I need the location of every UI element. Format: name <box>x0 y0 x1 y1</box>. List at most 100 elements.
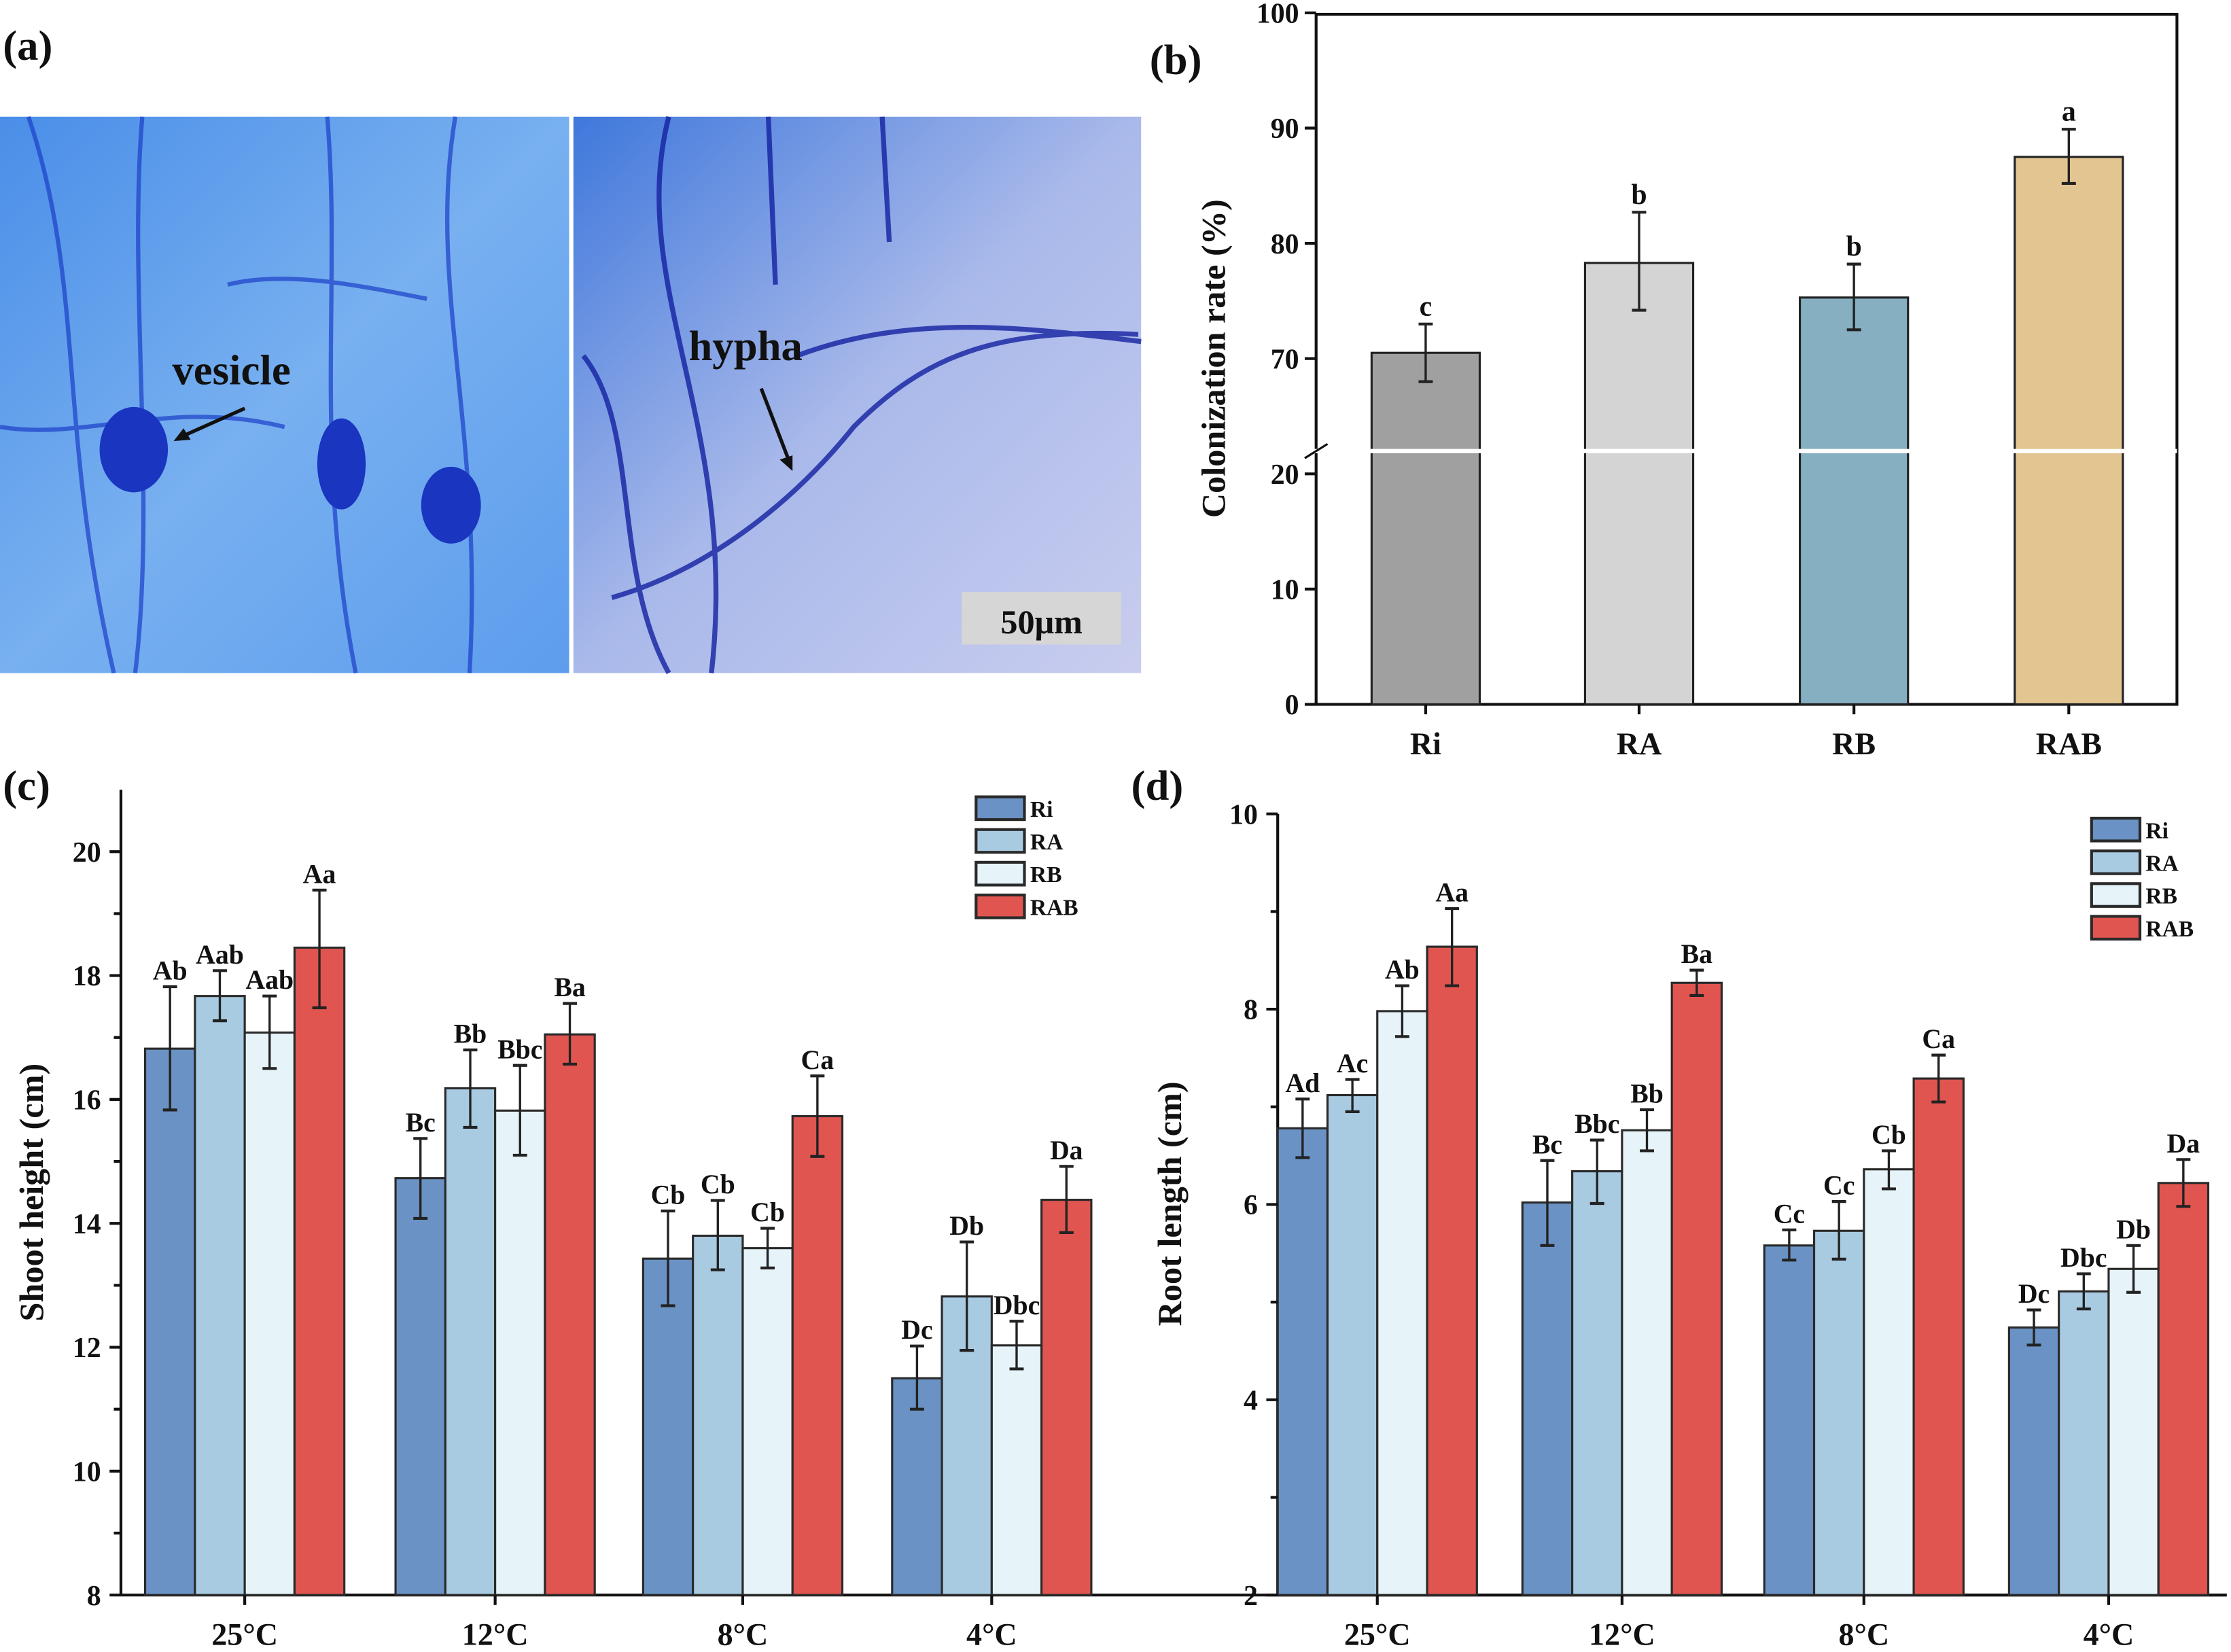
significance-letter: Dbc <box>2060 1243 2107 1273</box>
significance-letter: Ac <box>1337 1049 1368 1078</box>
significance-letter: Dbc <box>994 1290 1040 1320</box>
significance-letter: Db <box>2116 1214 2151 1244</box>
axis-break-mark <box>1304 442 1329 459</box>
panel-label-c: (c) <box>3 762 50 809</box>
x-tick-label: Ri <box>1410 726 1441 761</box>
significance-letter: Bb <box>1630 1079 1664 1109</box>
bar-ri <box>1276 1127 1329 1596</box>
chart-colonization-rate: c Ri b RA b RB a RAB 0 10 20 70 80 90 100 Colonization … <box>1195 0 2179 761</box>
significance-letter: Cb <box>651 1180 686 1210</box>
x-tick-label: RA <box>1617 726 1662 761</box>
x-tick-label: RB <box>1832 726 1876 761</box>
significance-letter: Cc <box>1774 1199 1805 1229</box>
bar-rab <box>1040 1199 1093 1596</box>
significance-letter: Dc <box>2018 1279 2050 1309</box>
y-tick-label: 4 <box>1244 1385 1258 1416</box>
bar-rb <box>1376 1010 1428 1596</box>
bar-rab <box>544 1033 596 1596</box>
y-tick-label: 100 <box>1257 0 1299 30</box>
bar-ra <box>1326 1093 1379 1596</box>
legend-label: RA <box>1030 830 1063 855</box>
legend-label: Ri <box>2145 818 2168 843</box>
bar-rb <box>494 1109 546 1596</box>
bar-ri <box>143 1047 196 1596</box>
bar-rab <box>1670 981 1723 1596</box>
significance-letter: Aa <box>303 859 336 889</box>
significance-letter: Cb <box>1872 1120 1906 1150</box>
x-tick-label: 8°C <box>718 1617 769 1651</box>
panel-label-a: (a) <box>3 22 52 69</box>
x-tick-label: 12°C <box>462 1617 529 1651</box>
legend-label: RA <box>2145 851 2178 876</box>
bar-ri <box>1763 1244 1816 1596</box>
significance-letter: Aa <box>1435 878 1469 908</box>
bar-rb <box>243 1031 296 1596</box>
legend-label: Ri <box>1030 797 1053 822</box>
y-tick-label: 10 <box>73 1457 101 1488</box>
y-tick-label: 12 <box>73 1333 101 1364</box>
significance-letter: b <box>1631 179 1647 211</box>
x-tick-label: 25°C <box>1344 1617 1411 1651</box>
x-tick-label: RAB <box>2036 726 2102 761</box>
hypha-label: hypha <box>688 322 803 370</box>
y-tick-label: 20 <box>73 837 101 868</box>
legend-swatch-rb <box>974 860 1026 887</box>
bar-ri <box>1521 1201 1574 1596</box>
significance-letter: b <box>1846 231 1862 262</box>
legend-swatch-ra <box>974 828 1026 854</box>
vesicle-arrow-icon <box>177 406 246 440</box>
bar-ra <box>1571 1170 1623 1596</box>
y-tick-label: 0 <box>1285 690 1299 721</box>
legend-swatch-rab <box>974 893 1026 919</box>
legend-swatch-ri <box>2090 816 2142 843</box>
y-tick-label: 16 <box>73 1085 101 1117</box>
micrograph-right: hypha 50μm <box>573 116 1142 675</box>
significance-letter: Cb <box>750 1197 785 1227</box>
panel-label-d: (d) <box>1131 762 1184 809</box>
x-tick-label: 25°C <box>211 1617 278 1651</box>
significance-letter: Cc <box>1823 1171 1855 1201</box>
significance-letter: Aab <box>245 965 294 995</box>
bar-rab <box>2157 1182 2210 1596</box>
bar-rab <box>1426 945 1478 1596</box>
significance-letter: Db <box>949 1211 984 1241</box>
x-tick-label: 8°C <box>1838 1617 1889 1651</box>
significance-letter: Bc <box>406 1108 436 1138</box>
bar-rab <box>791 1114 844 1596</box>
bar-ra <box>1812 1229 1865 1596</box>
y-tick-label: 14 <box>73 1209 101 1240</box>
x-tick-label: 12°C <box>1589 1617 1655 1651</box>
legend-swatch-rab <box>2090 915 2142 941</box>
significance-letter: Da <box>2167 1129 2200 1159</box>
bar-rab <box>1912 1077 1965 1596</box>
scale-bar-label: 50μm <box>1000 603 1083 641</box>
bar-ri <box>891 1377 943 1596</box>
significance-letter: Ab <box>1385 955 1420 985</box>
chart-root-length: Ad Bc Cc Dc Ri Ac Bbc Cc Dbc RA Ab Bb Cb Db RB Aa Ba Ca Da… <box>1150 799 2227 1651</box>
y-axis-label: Colonization rate (%) <box>1195 199 1233 518</box>
bar-rb <box>1621 1129 1673 1596</box>
bar-ra <box>1583 262 1695 706</box>
y-tick-label: 2 <box>1244 1581 1258 1612</box>
legend-swatch-ra <box>2090 849 2142 875</box>
y-tick-label: 80 <box>1271 229 1299 260</box>
legend-label: RB <box>2145 884 2177 909</box>
legend-label: RAB <box>1030 895 1078 920</box>
y-axis-label: Shoot height (cm) <box>12 1064 50 1322</box>
legend-swatch-ri <box>974 795 1026 822</box>
significance-letter: Dc <box>901 1315 932 1345</box>
y-tick-label: 6 <box>1244 1190 1258 1221</box>
bar-ri <box>1370 351 1481 706</box>
y-axis-label: Root length (cm) <box>1150 1081 1189 1326</box>
bar-rab <box>293 946 346 1596</box>
bar-ra <box>444 1087 497 1596</box>
bar-rb <box>1863 1168 1915 1596</box>
significance-letter: Ca <box>1922 1024 1955 1054</box>
significance-letter: Bb <box>454 1019 487 1049</box>
significance-letter: Bbc <box>1575 1109 1619 1139</box>
vesicle-shape <box>99 406 169 493</box>
bar-ra <box>194 995 246 1596</box>
vesicle-label: vesicle <box>172 346 290 393</box>
bar-ri <box>394 1177 446 1596</box>
